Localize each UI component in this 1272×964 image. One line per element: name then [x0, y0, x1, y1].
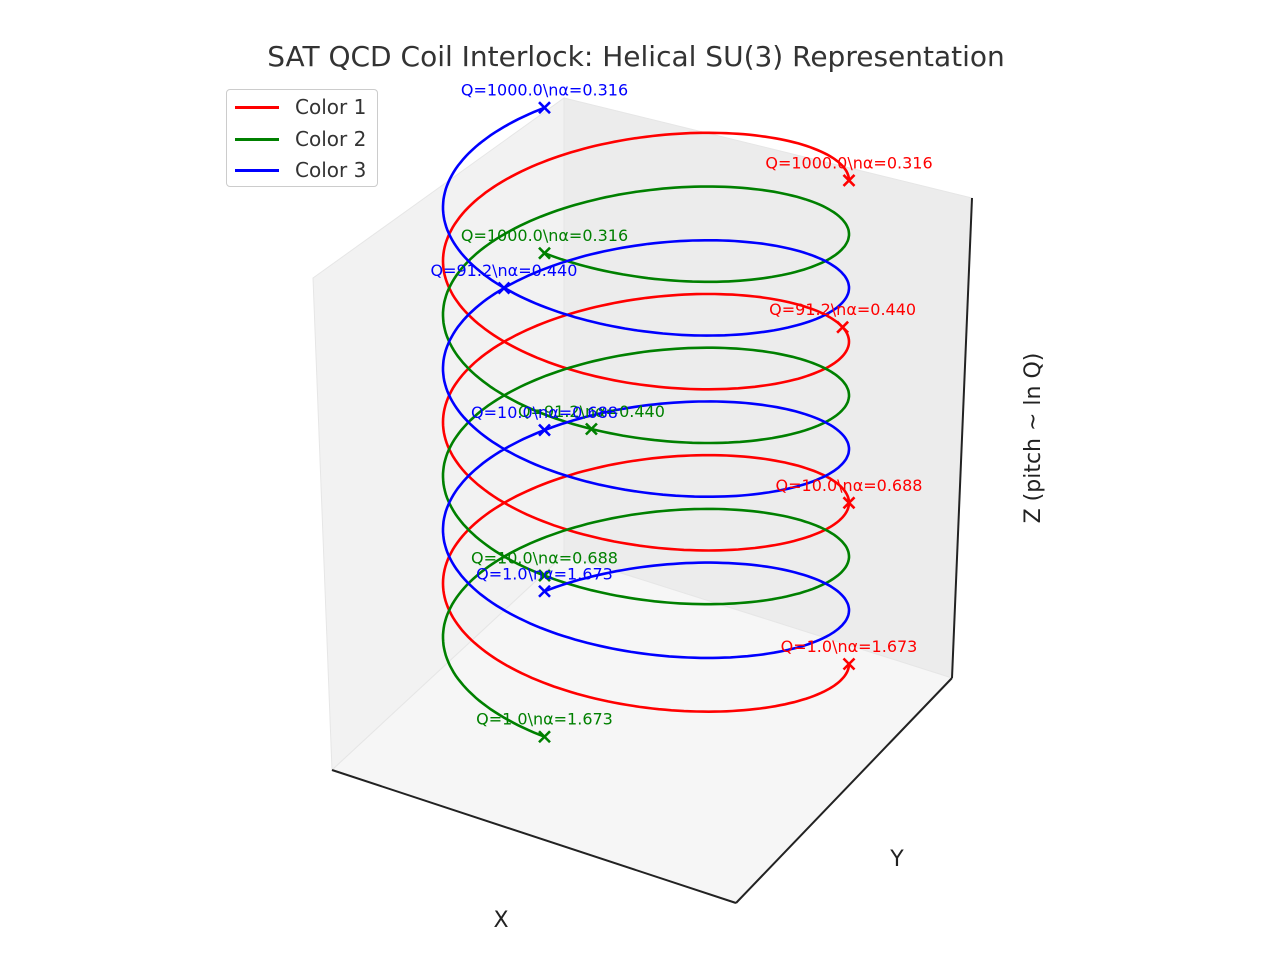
chart-title: SAT QCD Coil Interlock: Helical SU(3) Re…: [267, 40, 1005, 73]
marker-x: [842, 174, 856, 187]
marker-label: Q=10.0\nα=0.688: [471, 549, 618, 568]
marker-annotations: Q=1.0\nα=1.673Q=10.0\nα=0.688Q=91.2\nα=0…: [431, 81, 933, 729]
x-axis-line: [331, 769, 737, 904]
y-axis-line: [735, 677, 953, 904]
y-axis-label: Y: [889, 847, 904, 872]
marker-x: [538, 730, 551, 744]
marker-label: Q=91.2\nα=0.440: [518, 402, 665, 421]
marker-x: [538, 101, 551, 115]
x-axis-label: X: [493, 908, 508, 933]
marker-label: Q=91.2\nα=0.440: [431, 261, 578, 280]
legend: Color 1 Color 2 Color 3: [226, 89, 378, 187]
marker-x: [538, 569, 551, 582]
marker-x: [836, 320, 850, 334]
marker-label: Q=1000.0\nα=0.316: [765, 153, 932, 172]
series-markers: [497, 101, 856, 744]
marker-x: [842, 657, 856, 671]
marker-label: Q=91.2\nα=0.440: [769, 300, 916, 319]
legend-label: Color 2: [295, 127, 367, 151]
marker-x: [584, 422, 598, 436]
marker-x: [842, 496, 856, 510]
legend-swatch: [235, 105, 279, 109]
legend-swatch: [235, 137, 279, 141]
legend-item-color-1: Color 1: [235, 93, 366, 121]
series-curves: [441, 106, 851, 738]
z-axis-line: [951, 197, 973, 679]
legend-label: Color 1: [295, 95, 367, 119]
legend-label: Color 3: [295, 158, 367, 182]
legend-item-color-3: Color 3: [235, 156, 366, 184]
marker-x: [497, 281, 511, 295]
marker-label: Q=1.0\nα=1.673: [476, 564, 613, 583]
series-line-color-3: [441, 106, 851, 660]
marker-x: [538, 584, 551, 598]
marker-label: Q=1000.0\nα=0.316: [461, 226, 628, 245]
legend-swatch: [235, 168, 279, 172]
marker-label: Q=1.0\nα=1.673: [781, 637, 918, 656]
series-line-color-1: [441, 131, 851, 714]
series-line-color-2: [441, 185, 851, 738]
marker-x: [538, 423, 551, 437]
marker-label: Q=1.0\nα=1.673: [476, 710, 613, 729]
marker-x: [538, 246, 551, 260]
marker-label: Q=1000.0\nα=0.316: [461, 81, 628, 100]
legend-item-color-2: Color 2: [235, 125, 366, 153]
z-axis-label: Z (pitch ~ ln Q): [1021, 353, 1046, 524]
marker-label: Q=10.0\nα=0.688: [471, 403, 618, 422]
marker-label: Q=10.0\nα=0.688: [776, 476, 923, 495]
